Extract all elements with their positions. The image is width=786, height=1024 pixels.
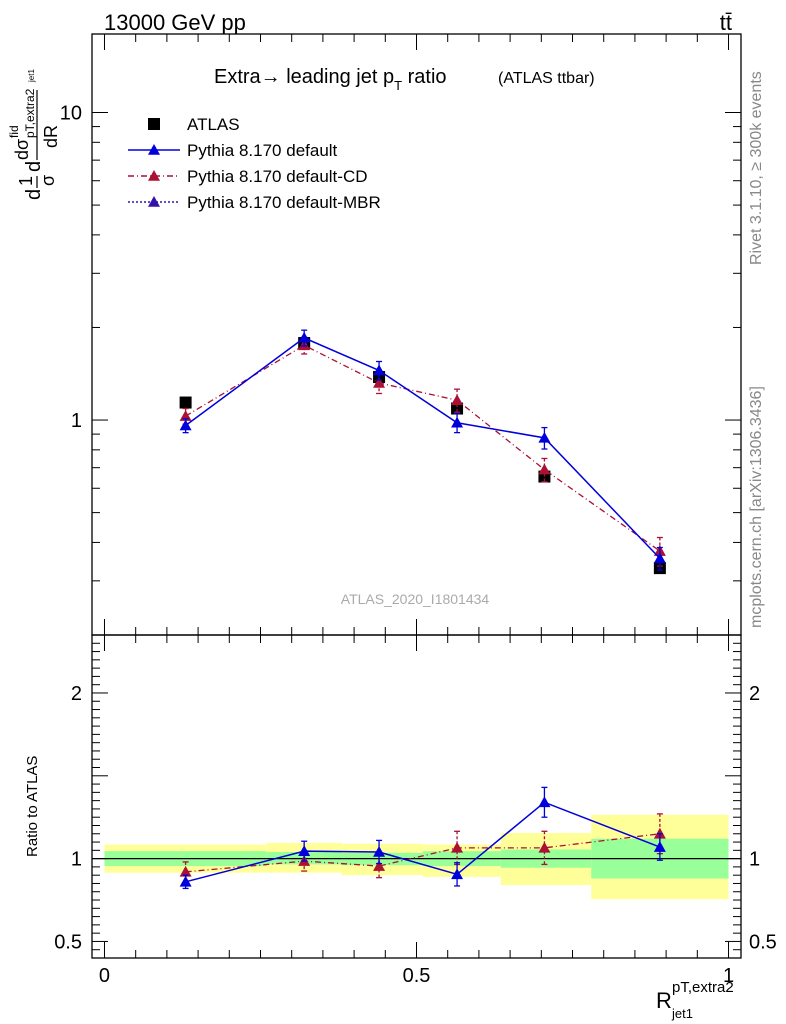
ratio-line-default-cd [185, 833, 660, 873]
svg-text:dσ: dσ [12, 139, 32, 160]
chart-title: Extra→ leading jet pT ratio (ATLAS ttbar… [214, 66, 595, 93]
marker-default [298, 331, 311, 343]
ratio-y-tick-label: 2 [71, 683, 82, 705]
ratio-frame [91, 634, 742, 959]
marker-default [451, 416, 464, 428]
y-tick-label: 10 [60, 103, 82, 125]
marker-default [373, 364, 386, 376]
ratio-y-tick-label-right: 0.5 [749, 931, 777, 953]
header-right: tt̄ [720, 10, 732, 35]
ratio-marker-default [653, 841, 666, 852]
y-axis-label-top: d 1 σ d dσ fid pT,extra2 dR jet1 [7, 69, 61, 200]
svg-text:jet1: jet1 [27, 69, 36, 83]
atlas-data-point [179, 396, 192, 409]
ratio-marker-default [298, 845, 311, 856]
title-sub: T [394, 78, 402, 93]
legend-label: Pythia 8.170 default [187, 141, 338, 160]
legend-label: Pythia 8.170 default-CD [187, 167, 368, 186]
header-left: 13000 GeV pp [104, 10, 246, 35]
legend-marker-atlas [148, 118, 160, 130]
legend-label: ATLAS [187, 115, 240, 134]
ratio-marker-default-cd [179, 865, 192, 877]
svg-text:1: 1 [16, 176, 36, 186]
ratio-marker-default [179, 875, 192, 887]
svg-text:d: d [23, 161, 45, 172]
marker-default-cd [451, 394, 464, 406]
svg-text:dR: dR [41, 125, 61, 148]
title-tail: ratio [402, 66, 446, 88]
x-axis-label-sub: jet1 [671, 1006, 693, 1021]
series-line-default-cd [185, 344, 661, 552]
x-axis-label: R pT,extra2 jet1 [656, 979, 734, 1021]
x-tick-label: 0 [99, 965, 110, 987]
title-small: (ATLAS ttbar) [498, 70, 595, 87]
svg-text:fid: fid [7, 125, 21, 138]
svg-text:σ: σ [38, 175, 58, 186]
mcplots-reference-text: mcplots.cern.ch [arXiv:1306.3436] [748, 386, 765, 628]
svg-text:Extra→ leading jet pT ratio: Extra→ leading jet pT ratio [214, 66, 447, 93]
ratio-y-tick-label-right: 2 [749, 683, 760, 705]
atlas-data-point [451, 402, 464, 415]
rivet-version-text: Rivet 3.1.10, ≥ 300k events [748, 71, 765, 265]
legend-marker [148, 144, 160, 155]
y-axis-label-ratio: Ratio to ATLAS [24, 756, 41, 857]
marker-default [179, 419, 192, 431]
ratio-panel: 0 0.5 1 0.5 0.5 1 1 2 2 [54, 634, 777, 987]
series-line-default [185, 337, 661, 559]
main-panel: 1 10 [60, 33, 742, 636]
legend-marker [148, 196, 160, 207]
svg-text:pT,extra2: pT,extra2 [23, 88, 37, 138]
x-axis-label-base: R [656, 988, 672, 1013]
marker-default-cd [538, 463, 551, 475]
ratio-marker-default-cd [373, 860, 386, 871]
y-tick-label: 1 [71, 410, 82, 432]
ratio-line-default [185, 801, 661, 883]
ratio-y-tick-label-right: 1 [749, 849, 760, 871]
marker-default [538, 431, 551, 443]
analysis-watermark: ATLAS_2020_I1801434 [341, 591, 490, 607]
x-tick-label: 0.5 [403, 965, 431, 987]
x-tick-label: 1 [723, 965, 734, 987]
legend: ATLAS Pythia 8.170 default Pythia 8.170 de… [128, 115, 381, 212]
ratio-marker-default-cd [538, 841, 551, 853]
ratio-marker-default-cd [451, 841, 464, 853]
marker-default [653, 552, 666, 564]
marker-default-cd [373, 376, 386, 388]
ratio-marker-default [451, 868, 464, 880]
title-main: Extra→ leading jet p [214, 66, 394, 88]
ratio-marker-default [538, 796, 551, 808]
ratio-y-tick-label: 1 [71, 849, 82, 871]
svg-text:d: d [23, 189, 45, 200]
legend-marker [148, 170, 160, 181]
x-axis-label-sup: pT,extra2 [672, 979, 734, 996]
legend-label: Pythia 8.170 default-MBR [187, 193, 381, 212]
ratio-marker-default [373, 845, 386, 857]
ratio-y-tick-label: 0.5 [54, 931, 82, 953]
